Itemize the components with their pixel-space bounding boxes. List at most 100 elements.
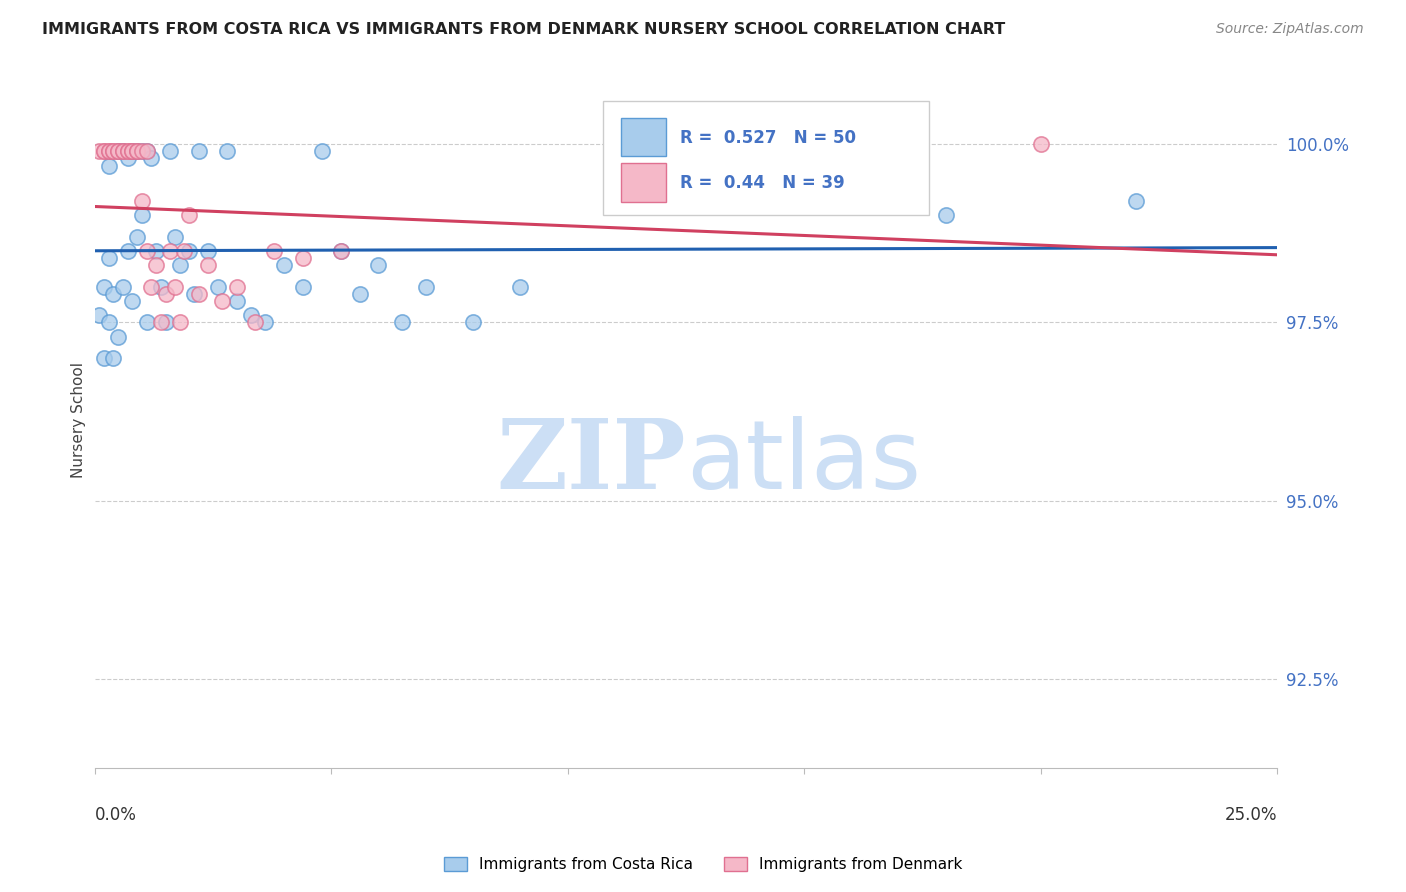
Point (127, 230, 149, 244)
Point (103, 145, 125, 159)
Point (93, 145, 115, 159)
Point (263, 244, 285, 259)
Point (159, 244, 181, 259)
Point (935, 209, 957, 223)
Point (97, 145, 120, 159)
Point (111, 279, 134, 293)
Point (135, 315, 157, 329)
Point (117, 145, 139, 159)
Point (131, 145, 153, 159)
Point (149, 315, 172, 329)
FancyBboxPatch shape (603, 101, 928, 215)
Point (111, 145, 134, 159)
Point (97, 252, 120, 266)
Point (291, 279, 314, 293)
Point (141, 152, 163, 166)
Point (135, 244, 157, 259)
Point (103, 286, 125, 301)
Text: IMMIGRANTS FROM COSTA RICA VS IMMIGRANTS FROM DENMARK NURSERY SCHOOL CORRELATION: IMMIGRANTS FROM COSTA RICA VS IMMIGRANTS… (42, 22, 1005, 37)
Point (89, 308, 111, 322)
Text: 25.0%: 25.0% (1225, 805, 1278, 824)
Point (135, 145, 157, 159)
Text: R =  0.44   N = 39: R = 0.44 N = 39 (681, 174, 845, 192)
Point (163, 230, 186, 244)
Point (173, 244, 195, 259)
Point (107, 145, 129, 159)
Point (111, 145, 134, 159)
Point (155, 315, 177, 329)
Bar (621, 163, 666, 202)
Point (131, 209, 153, 223)
Point (117, 244, 139, 259)
Point (509, 279, 531, 293)
Point (155, 286, 177, 301)
Point (215, 145, 238, 159)
Point (239, 308, 262, 322)
Point (145, 258, 167, 272)
Point (121, 293, 143, 308)
Point (187, 286, 209, 301)
Point (183, 286, 205, 301)
Point (211, 293, 233, 308)
Point (415, 279, 437, 293)
Point (121, 145, 143, 159)
Point (103, 145, 125, 159)
Point (329, 244, 352, 259)
Point (461, 315, 484, 329)
Point (121, 145, 143, 159)
Point (131, 194, 153, 209)
Y-axis label: Nursery School: Nursery School (72, 362, 86, 478)
Point (179, 209, 201, 223)
Point (103, 351, 125, 365)
Point (207, 279, 229, 293)
Point (367, 258, 389, 272)
Point (97, 315, 120, 329)
Legend: Immigrants from Costa Rica, Immigrants from Denmark: Immigrants from Costa Rica, Immigrants f… (436, 849, 970, 880)
Point (145, 244, 167, 259)
Text: R =  0.527   N = 50: R = 0.527 N = 50 (681, 128, 856, 146)
Point (149, 279, 172, 293)
Point (135, 145, 157, 159)
Point (391, 315, 413, 329)
Point (141, 279, 163, 293)
Point (349, 286, 371, 301)
Point (97, 145, 120, 159)
Bar (621, 118, 666, 156)
Point (253, 315, 276, 329)
Point (197, 244, 219, 259)
Point (89, 145, 111, 159)
Point (127, 145, 149, 159)
Point (169, 315, 191, 329)
Point (111, 145, 134, 159)
Point (225, 279, 247, 293)
Point (163, 279, 186, 293)
Point (169, 258, 191, 272)
Point (1125, 194, 1147, 209)
Text: Source: ZipAtlas.com: Source: ZipAtlas.com (1216, 22, 1364, 37)
Point (93, 145, 115, 159)
Point (93, 279, 115, 293)
Point (225, 293, 247, 308)
Point (117, 145, 139, 159)
Point (117, 152, 139, 166)
Point (291, 252, 314, 266)
Point (187, 145, 209, 159)
Point (1029, 137, 1052, 152)
Point (93, 351, 115, 365)
Point (107, 145, 129, 159)
Text: atlas: atlas (686, 416, 921, 508)
Point (311, 145, 333, 159)
Point (107, 329, 129, 343)
Text: ZIP: ZIP (496, 415, 686, 509)
Point (179, 244, 201, 259)
Point (197, 258, 219, 272)
Point (131, 145, 153, 159)
Point (107, 145, 129, 159)
Point (273, 258, 295, 272)
Point (245, 315, 267, 329)
Point (97, 159, 120, 173)
Point (127, 145, 149, 159)
Point (329, 244, 352, 259)
Text: 0.0%: 0.0% (94, 805, 136, 824)
Point (159, 145, 181, 159)
